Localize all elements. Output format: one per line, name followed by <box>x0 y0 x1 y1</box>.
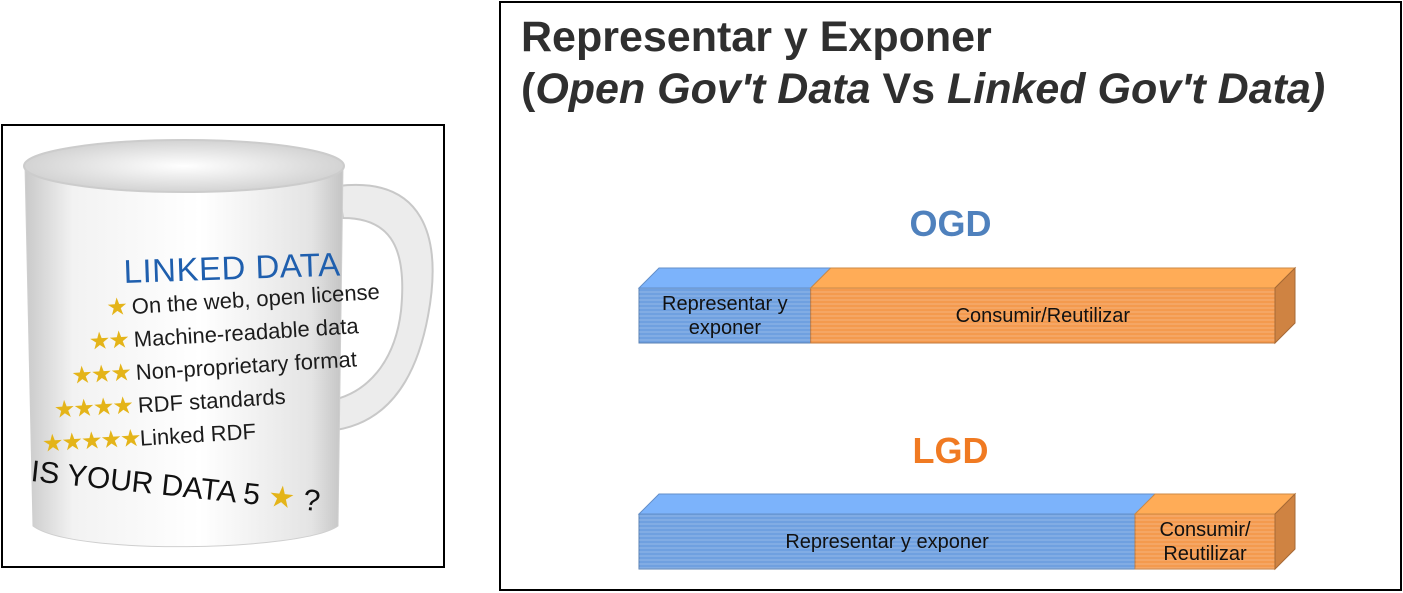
lgd-segment-0-texture <box>639 514 1136 569</box>
title-vs: Vs <box>870 65 947 113</box>
lgd-label: LGD <box>912 430 989 471</box>
star-icon: ★ <box>266 479 297 516</box>
ogd-segment-label: Representar y exponer <box>662 292 788 339</box>
ogd-label: OGD <box>909 203 992 244</box>
lgd-segment-1-texture <box>1135 514 1275 569</box>
star-rating-icon: ★★ <box>88 326 129 356</box>
mug-illustration <box>23 139 434 548</box>
lgd-segment-label: Consumir/ Reutilizar <box>1159 518 1251 565</box>
slide-title: Representar y Exponer (Open Gov't Data V… <box>521 11 1325 115</box>
mug-image: LINKED DATA ★ On the web, open license ★★ M… <box>1 124 445 568</box>
lgd-segment-0-top <box>637 493 1157 515</box>
ogd-segment-0-top <box>637 267 832 289</box>
ogd-bar-side <box>1274 266 1296 345</box>
star-rating-icon: ★ <box>105 293 127 322</box>
title-open-gov: Open Gov't Data <box>535 65 871 113</box>
ogd-segment-label: Consumir/Reutilizar <box>955 304 1131 327</box>
title-paren-close: ) <box>1310 65 1326 113</box>
star-rating-icon: ★★★★★ <box>41 424 141 458</box>
ogd-segment-1-top <box>809 267 1297 289</box>
slide: Representar y Exponer (Open Gov't Data V… <box>499 1 1402 591</box>
mug-row-text: Linked RDF <box>139 418 257 451</box>
comparison-bars <box>637 266 1297 571</box>
star-rating-icon: ★★★ <box>70 359 131 390</box>
lgd-segment-label: Representar y exponer <box>785 530 989 553</box>
lgd-segment-1-top <box>1133 493 1297 515</box>
lgd-bar-side <box>1274 492 1296 571</box>
slide-title-line1: Representar y Exponer <box>521 13 992 61</box>
mug-star-list: ★ On the web, open license ★★ Machine-reada… <box>33 275 389 461</box>
slide-title-line2: (Open Gov't Data Vs Linked Gov't Data) <box>521 63 1325 115</box>
ogd-segment-0-texture <box>639 288 811 343</box>
title-paren-open: ( <box>521 65 536 113</box>
mug-row-text: RDF standards <box>137 383 287 418</box>
mug-question-mark: ? <box>293 482 322 519</box>
title-linked-gov: Linked Gov't Data <box>947 65 1311 113</box>
ogd-segment-1-texture <box>810 288 1275 343</box>
star-rating-icon: ★★★★ <box>53 392 133 424</box>
